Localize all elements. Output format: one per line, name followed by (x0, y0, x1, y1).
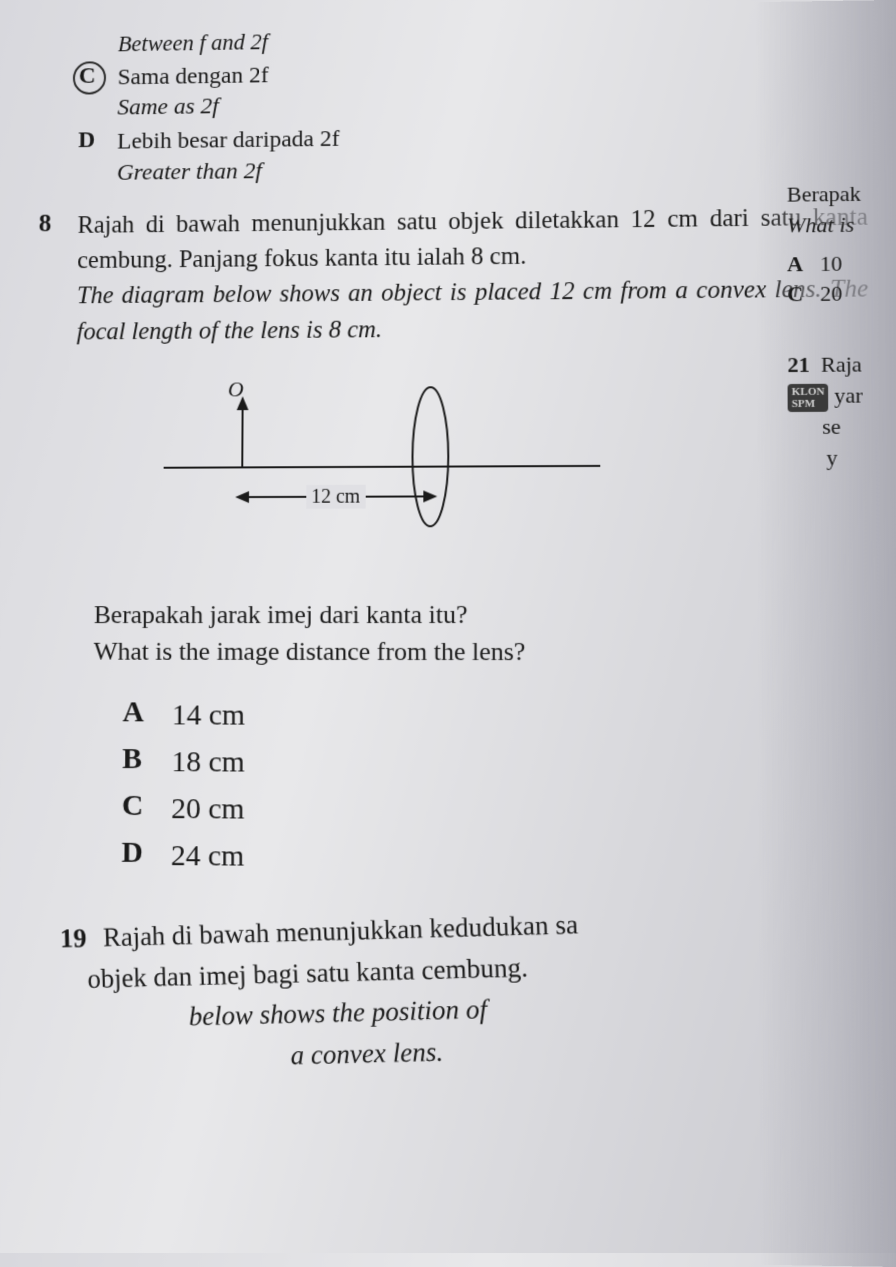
answer-a-text: 14 cm (172, 696, 245, 735)
edge-y: y (788, 442, 896, 473)
q8-sub-malay: Berapakah jarak imej dari kanta itu? (94, 600, 468, 629)
option-d-text: Lebih besar daripada 2f Greater than 2f (117, 125, 340, 189)
answer-letter-d: D (121, 836, 171, 870)
edge-berapak: Berapak (787, 179, 896, 211)
answer-c-text: 20 cm (171, 789, 245, 828)
answer-d-text: 24 cm (171, 836, 245, 875)
option-letter-d: D (78, 128, 117, 155)
question-8: 8 Rajah di bawah menunjukkan satu objek … (72, 200, 871, 880)
q19-line3b: a convex lens. (290, 1036, 443, 1070)
klon-spm-badge: KLON SPM (788, 384, 829, 412)
answer-letter-a: A (122, 696, 171, 730)
option-letter-c: C (79, 63, 118, 90)
q8-malay: Rajah di bawah menunjukkan satu objek di… (77, 203, 868, 273)
option-c-row: C Sama dengan 2f Same as 2f (78, 52, 867, 124)
edge-badge-row: KLON SPM yar (788, 380, 896, 412)
question-number-8: 8 (39, 208, 78, 238)
prev-option-fragment: Between f and 2f (118, 20, 867, 57)
dim-arrow-right (423, 490, 437, 502)
edge-c20: C 20 (787, 279, 896, 311)
q8-english: The diagram below shows an object is pla… (77, 276, 869, 345)
option-d-row: D Lebih besar daripada 2f Greater than 2… (78, 118, 868, 189)
q19-line1: Rajah di bawah menunjukkan kedudukan sa (103, 909, 579, 952)
q8-subquestion: Berapakah jarak imej dari kanta itu? Wha… (93, 595, 870, 671)
q19-line2: objek dan imej bagi satu kanta cembung. (87, 952, 528, 994)
answer-letter-b: B (122, 742, 172, 776)
question-19: 19 Rajah di bawah menunjukkan kedudukan … (59, 896, 875, 1081)
principal-axis (164, 466, 601, 468)
edge-se: se (788, 411, 896, 442)
option-d-malay: Lebih besar daripada 2f (117, 125, 340, 158)
edge-a10: A 10 (787, 248, 896, 280)
option-c-malay: Sama dengan 2f (118, 61, 269, 94)
edge-q21: 21 Raja (787, 349, 896, 381)
option-d-english: Greater than 2f (117, 155, 340, 188)
question-8-text: Rajah di bawah menunjukkan satu objek di… (77, 200, 869, 351)
distance-label: 12 cm (311, 485, 361, 507)
q8-sub-english: What is the image distance from the lens… (93, 637, 525, 666)
adjacent-page-edge: Berapak What is A 10 C 20 21 Raja KLON S… (756, 0, 896, 1267)
lens-diagram: O 12 cm (134, 366, 611, 547)
edge-whatis: What is (787, 209, 896, 241)
question-number-19: 19 (60, 923, 87, 954)
dim-arrow-left (235, 491, 249, 503)
convex-lens (412, 387, 448, 526)
option-c-text: Sama dengan 2f Same as 2f (117, 61, 268, 124)
option-c-english: Same as 2f (117, 91, 268, 123)
object-label: O (228, 377, 244, 401)
answer-letter-c: C (122, 789, 172, 823)
q19-line3a: below shows the position of (188, 994, 487, 1032)
question-8-header: 8 Rajah di bawah menunjukkan satu objek … (77, 200, 869, 351)
answer-b-text: 18 cm (171, 742, 245, 781)
